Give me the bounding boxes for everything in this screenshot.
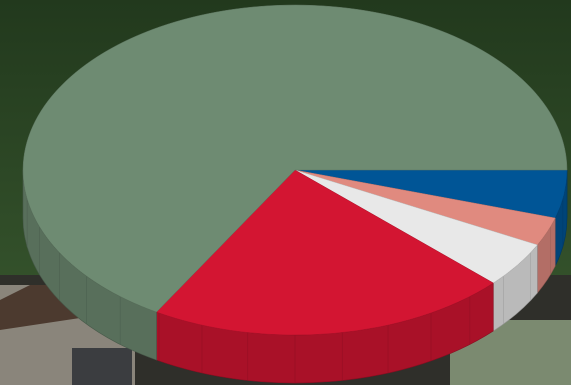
pie-slice-3 — [156, 169, 494, 336]
shed-window — [72, 348, 132, 385]
pie-slice-4 — [22, 4, 568, 313]
pie-group — [22, 4, 568, 384]
